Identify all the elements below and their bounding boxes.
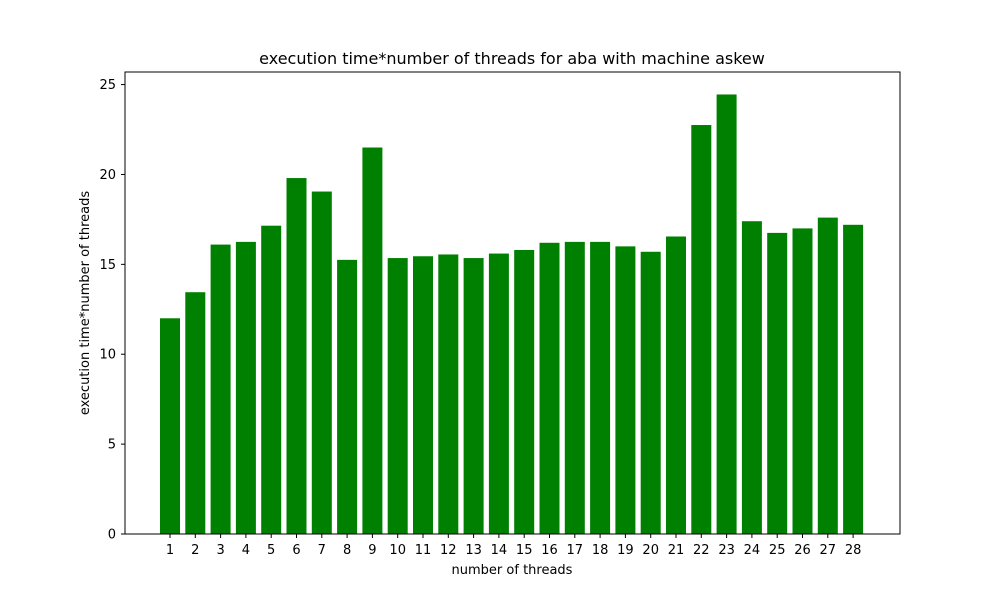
x-tick-label: 9 — [368, 543, 376, 558]
x-tick-label: 4 — [242, 543, 250, 558]
y-tick-label: 15 — [99, 258, 116, 273]
x-tick-label: 10 — [389, 543, 406, 558]
bars-group — [160, 94, 864, 535]
y-tick-label: 5 — [108, 438, 116, 453]
bar-14 — [488, 253, 509, 534]
plot-frame — [124, 71, 901, 535]
bar-21 — [666, 236, 686, 535]
x-tick-label: 19 — [617, 543, 634, 558]
x-tick-label: 22 — [693, 543, 710, 558]
chart-title: execution time*number of threads for aba… — [259, 49, 765, 68]
bar-11 — [413, 256, 433, 534]
bar-20 — [640, 251, 661, 534]
x-tick-label: 21 — [668, 543, 685, 558]
y-tick-label: 10 — [99, 348, 116, 363]
x-tick-label: 3 — [216, 543, 224, 558]
x-tick-label: 27 — [820, 543, 837, 558]
bar-8 — [337, 259, 358, 534]
bar-15 — [514, 249, 535, 534]
bar-17 — [564, 241, 585, 534]
bar-28 — [843, 224, 864, 535]
x-tick-label: 7 — [318, 543, 326, 558]
bar-27 — [817, 217, 838, 535]
x-tick-label: 17 — [567, 543, 584, 558]
x-tick-label: 18 — [592, 543, 609, 558]
x-tick-label: 25 — [769, 543, 786, 558]
bar-2 — [185, 292, 206, 534]
x-tick-label: 12 — [440, 543, 457, 558]
bar-6 — [286, 178, 307, 534]
x-axis-label: number of threads — [452, 563, 573, 578]
x-tick-label: 23 — [718, 543, 735, 558]
bar-7 — [311, 191, 332, 535]
bar-9 — [362, 147, 383, 534]
y-axis-label: execution time*number of threads — [78, 191, 93, 415]
bar-22 — [691, 125, 712, 534]
bar-10 — [387, 258, 408, 534]
bar-23 — [716, 94, 737, 534]
y-tick-label: 25 — [99, 78, 116, 93]
bar-25 — [767, 232, 788, 534]
bar-18 — [590, 241, 611, 534]
bar-26 — [792, 228, 813, 534]
x-tick-label: 24 — [744, 543, 761, 558]
bar-3 — [210, 244, 231, 534]
bar-1 — [160, 318, 180, 534]
x-tick-label: 8 — [343, 543, 351, 558]
bar-4 — [235, 241, 256, 534]
x-tick-label: 11 — [415, 543, 432, 558]
x-tick-label: 14 — [491, 543, 508, 558]
x-tick-label: 16 — [541, 543, 558, 558]
y-tick-label: 0 — [108, 528, 116, 543]
y-tick-label: 20 — [99, 168, 116, 183]
x-tick-label: 5 — [267, 543, 275, 558]
x-tick-label: 6 — [292, 543, 300, 558]
x-tick-label: 20 — [642, 543, 659, 558]
bar-24 — [741, 221, 762, 534]
bar-13 — [463, 258, 484, 534]
bar-16 — [539, 242, 560, 534]
x-tick-label: 1 — [166, 543, 174, 558]
x-tick-label: 13 — [465, 543, 482, 558]
x-axis-ticks: 1 2 3 4 5 6 7 8 9 10 11 12 13 14 15 16 17 18 19 20 21 22 23 24 2… — [166, 534, 862, 558]
bar-12 — [438, 254, 459, 534]
y-axis-ticks: 0 5 10 15 20 25 — [99, 78, 125, 543]
x-tick-label: 28 — [845, 543, 862, 558]
x-tick-label: 26 — [794, 543, 811, 558]
bar-5 — [261, 225, 282, 534]
x-tick-label: 15 — [516, 543, 533, 558]
bar-19 — [615, 246, 636, 534]
x-tick-label: 2 — [191, 543, 199, 558]
